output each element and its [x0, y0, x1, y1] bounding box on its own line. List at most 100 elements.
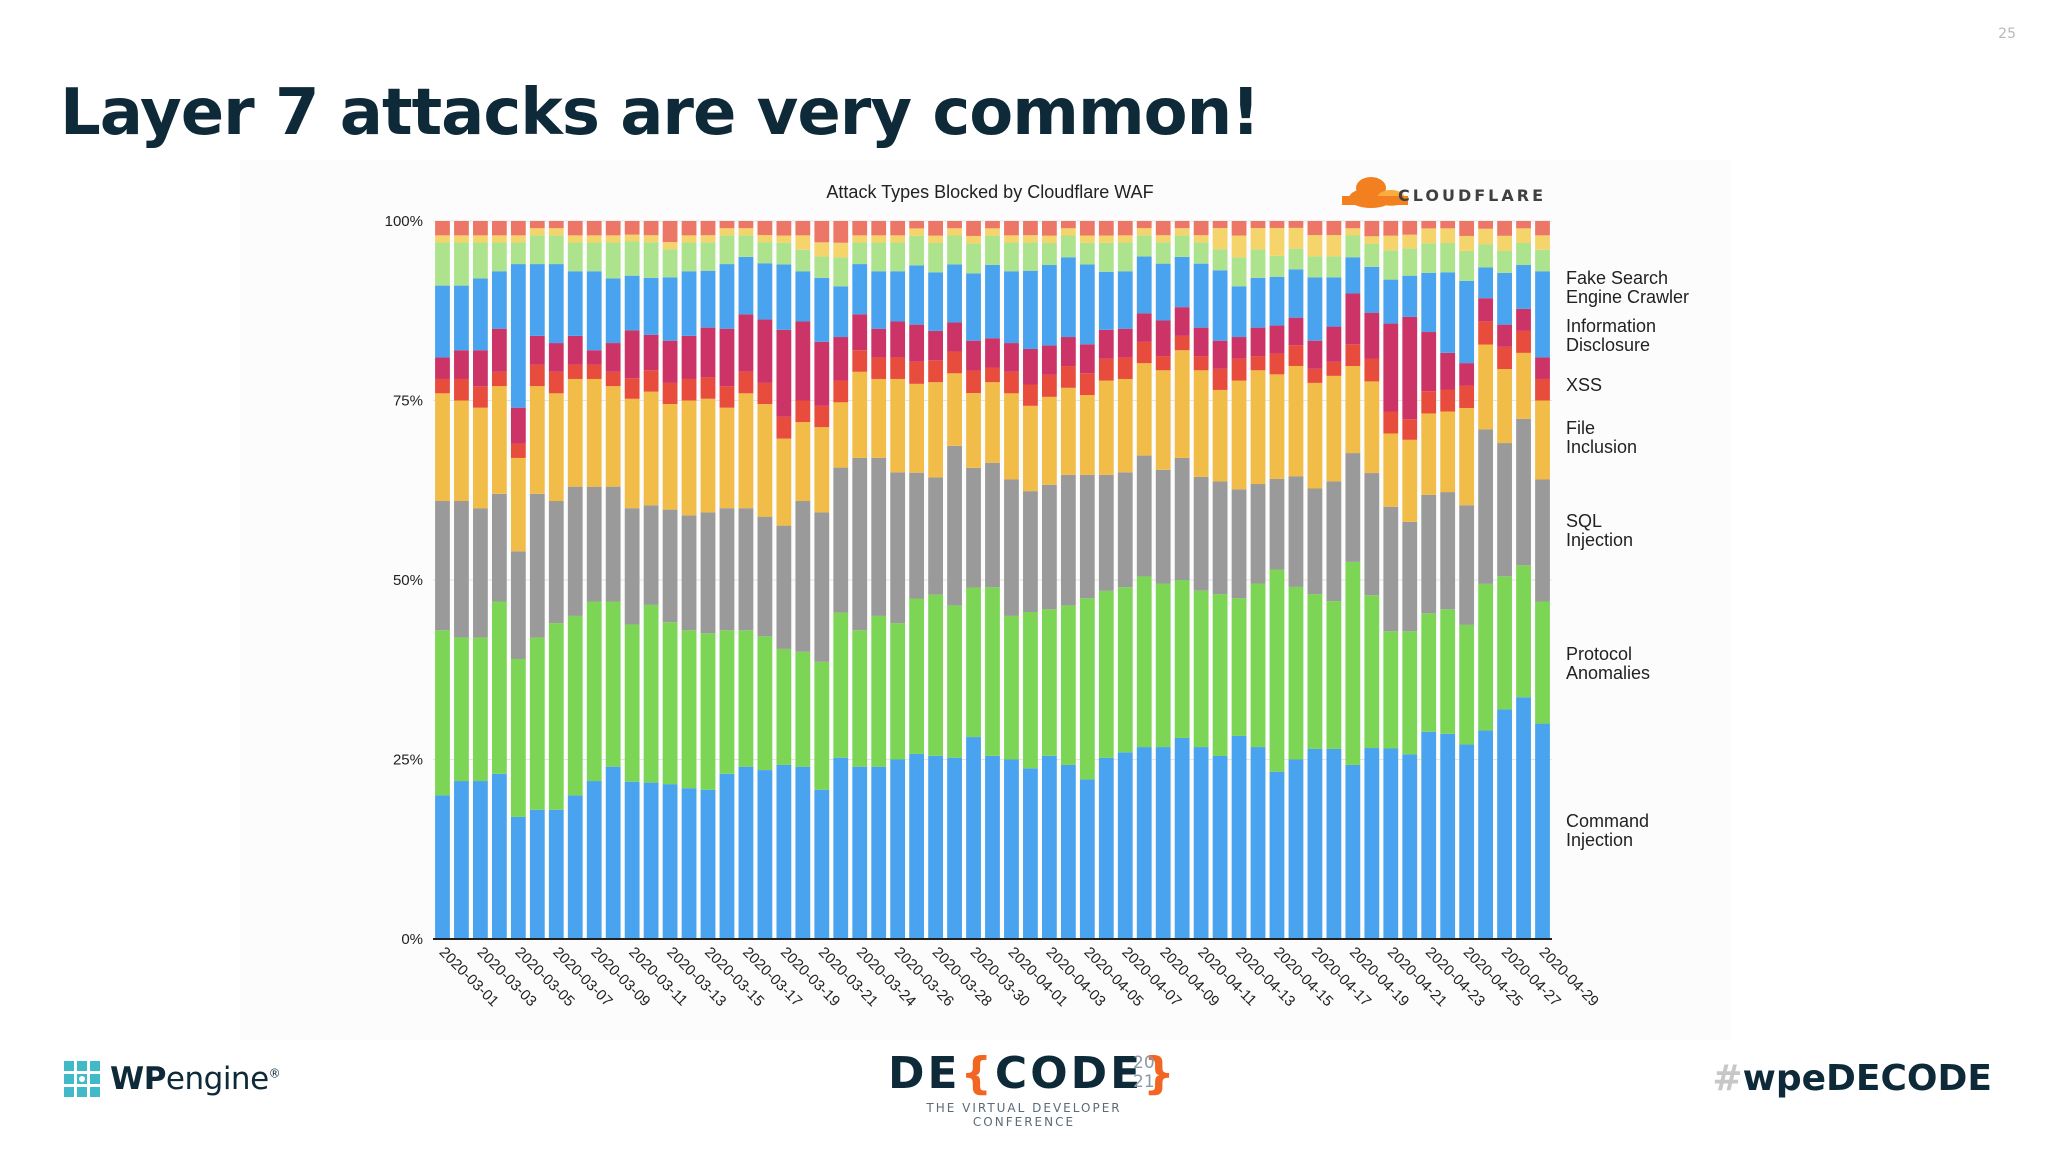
- bar-segment: [1117, 752, 1133, 939]
- bar-segment: [776, 416, 792, 439]
- bar-segment: [833, 286, 849, 338]
- bar-segment: [1079, 242, 1095, 265]
- bar-segment: [624, 624, 640, 782]
- bar-segment: [1459, 250, 1475, 281]
- bar-segment: [966, 243, 981, 274]
- bar-segment: [890, 357, 906, 379]
- bar-segment: [814, 789, 830, 939]
- bar-segment: [928, 382, 943, 478]
- bar-segment: [1212, 221, 1228, 229]
- bar-segment: [1307, 256, 1323, 278]
- bar-segment: [624, 221, 640, 235]
- bar-segment: [435, 235, 450, 243]
- bar-segment: [454, 378, 469, 401]
- bar-segment: [1155, 242, 1171, 264]
- bar-segment: [890, 221, 906, 236]
- bar-segment: [1231, 257, 1247, 287]
- bar-segment: [1060, 605, 1076, 765]
- bar-segment: [1421, 272, 1437, 333]
- bar-segment: [1023, 491, 1038, 612]
- bar-segment: [643, 370, 659, 392]
- bar-segment: [435, 285, 450, 358]
- bar-segment: [1060, 366, 1076, 388]
- bar-segment: [681, 400, 697, 516]
- bar-segment: [1060, 228, 1076, 236]
- legend-label: Protocol Anomalies: [1566, 644, 1650, 683]
- bar-segment: [1250, 249, 1266, 278]
- bar-segment: [985, 338, 1000, 368]
- bar-segment: [1478, 244, 1494, 268]
- bar-segment: [586, 486, 602, 602]
- bar-segment: [1459, 744, 1475, 939]
- bar-segment: [435, 501, 450, 631]
- bar-segment: [586, 364, 602, 379]
- bar-segment: [947, 351, 962, 374]
- bar-segment: [529, 335, 545, 365]
- bar-segment: [1421, 243, 1437, 273]
- bar-segment: [586, 350, 602, 365]
- bar-segment: [1364, 243, 1380, 267]
- bar-segment: [1250, 583, 1266, 748]
- bar-segment: [1250, 747, 1266, 939]
- bar-segment: [1326, 748, 1342, 939]
- bar-segment: [567, 378, 583, 487]
- bar-segment: [1345, 344, 1361, 367]
- bar-segment: [1136, 221, 1152, 229]
- bar-segment: [947, 235, 962, 265]
- bar-segment: [966, 393, 981, 468]
- bar-segment: [435, 221, 450, 236]
- bar-segment: [1098, 235, 1114, 243]
- bar-segment: [1004, 235, 1019, 243]
- bar-segment: [719, 508, 735, 631]
- bar-segment: [1212, 249, 1228, 271]
- bar-segment: [1516, 418, 1531, 566]
- bar-segment: [1402, 521, 1418, 632]
- bar-segment: [1023, 384, 1038, 406]
- bar-segment: [852, 350, 868, 372]
- bar-segment: [1459, 363, 1475, 386]
- bar-segment: [605, 242, 621, 279]
- bar-segment: [1174, 235, 1190, 257]
- bar-segment: [1079, 344, 1095, 374]
- legend-label: Information Disclosure: [1566, 316, 1656, 355]
- bar-segment: [1117, 378, 1133, 473]
- bar-segment: [624, 398, 640, 509]
- bar-segment: [1288, 476, 1304, 587]
- y-tick-label: 0%: [401, 931, 423, 948]
- bar-segment: [1535, 357, 1550, 379]
- bar-segment: [548, 501, 564, 624]
- bar-segment: [738, 371, 754, 394]
- bar-segment: [966, 273, 981, 341]
- bar-segment: [966, 340, 981, 371]
- bar-segment: [1231, 235, 1247, 258]
- bar-segment: [890, 235, 906, 243]
- bar-segment: [681, 788, 697, 939]
- wp-engine-wordmark: WPengine®: [110, 1061, 281, 1097]
- bar-segment: [1269, 771, 1285, 939]
- bar-segment: [795, 221, 811, 236]
- bar-segment: [1326, 375, 1342, 482]
- bar-segment: [1288, 269, 1304, 318]
- bar-segment: [586, 221, 602, 236]
- bar-segment: [985, 228, 1000, 236]
- bar-segment: [909, 324, 925, 362]
- bar-segment: [1231, 380, 1247, 490]
- bar-segment: [1136, 576, 1152, 748]
- bar-segment: [928, 755, 943, 939]
- bar-segment: [719, 235, 735, 265]
- bar-segment: [473, 386, 488, 408]
- bar-segment: [871, 766, 887, 939]
- wp-engine-grid-icon: [64, 1061, 100, 1097]
- bar-segment: [719, 228, 735, 236]
- bar-segment: [928, 594, 943, 756]
- bar-segment: [643, 604, 659, 783]
- bar-segment: [1060, 474, 1076, 606]
- bar-segment: [1421, 332, 1437, 392]
- bar-segment: [1193, 235, 1209, 243]
- bar-segment: [1421, 228, 1437, 244]
- bar-segment: [757, 221, 773, 236]
- bar-segment: [1440, 352, 1456, 390]
- bar-segment: [1497, 576, 1512, 710]
- bar-segment: [795, 235, 811, 250]
- bar-segment: [1174, 307, 1190, 336]
